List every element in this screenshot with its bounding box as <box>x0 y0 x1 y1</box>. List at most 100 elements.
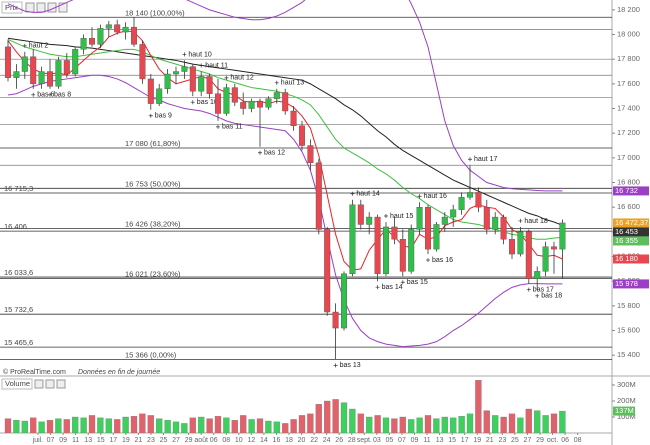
volume-bar <box>80 417 87 433</box>
x-tick-label: 07 <box>398 437 406 444</box>
note-label: bas 14 <box>382 284 403 291</box>
candle-body <box>156 88 163 104</box>
candle-body <box>189 66 196 92</box>
fibonacci-label: 15 366 (0,00%) <box>125 350 177 359</box>
price-tag-label: 16 472,37 <box>615 218 648 227</box>
note-marker <box>468 157 472 162</box>
volume-bar <box>240 415 247 433</box>
candle-body <box>30 56 37 85</box>
x-tick-label: 28 <box>348 437 356 444</box>
x-tick-label: 06 <box>561 437 569 444</box>
candle-body <box>80 38 87 50</box>
volume-tick-label: 100M <box>617 412 636 421</box>
volume-bar <box>525 408 532 433</box>
candle-body <box>13 71 20 78</box>
x-tick-label: 14 <box>260 437 268 444</box>
volume-bar <box>324 400 331 433</box>
candle-body <box>475 192 482 208</box>
price-tag-label: 16 453 <box>615 227 638 236</box>
volume-bar <box>21 420 28 433</box>
candle-body <box>198 76 205 92</box>
volume-bar <box>492 415 499 433</box>
note-marker <box>216 124 220 129</box>
note-label: bas 13 <box>340 362 361 369</box>
candle-body <box>391 226 398 240</box>
candle-body <box>341 273 348 329</box>
volume-bar <box>508 413 516 433</box>
candle-body <box>357 204 364 225</box>
volume-bar <box>265 420 272 433</box>
volume-bar <box>172 421 180 433</box>
candle-body <box>47 71 54 87</box>
x-tick-label: août <box>194 437 208 444</box>
note-marker <box>384 214 388 218</box>
price-level-label: 15 465,6 <box>4 338 33 347</box>
volume-bar <box>198 416 205 433</box>
volume-bar <box>130 416 138 433</box>
volume-bar <box>189 417 196 433</box>
fibonacci-label: 16 021 (23,60%) <box>125 270 181 279</box>
volume-bar <box>315 404 322 433</box>
volume-bar <box>559 410 566 433</box>
fibonacci-label: 18 140 (100,00%) <box>125 8 185 17</box>
price-level-label: 16 715,3 <box>4 184 33 193</box>
note-marker <box>400 280 405 285</box>
volume-bar <box>38 421 45 433</box>
candle-body <box>282 92 289 112</box>
candle-body <box>492 216 499 230</box>
x-tick-label: 12 <box>247 437 255 444</box>
note-label: bas 8 <box>54 92 71 99</box>
x-tick-label: 09 <box>59 437 67 444</box>
candle-body <box>458 197 465 210</box>
y-tick-label: 17 400 <box>617 104 640 113</box>
candle-body <box>114 24 121 33</box>
candle-body <box>214 93 221 114</box>
x-tick-label: 03 <box>373 437 381 444</box>
volume-bar <box>223 417 230 433</box>
candle-body <box>240 102 247 109</box>
volume-bar <box>105 418 112 433</box>
volume-bar <box>466 413 474 433</box>
volume-bar <box>441 416 448 433</box>
volume-bar <box>156 418 163 433</box>
volume-bar <box>97 417 104 433</box>
note-marker <box>417 194 422 199</box>
x-tick-label: 27 <box>172 437 180 444</box>
note-marker <box>199 63 204 68</box>
x-tick-label: 29 <box>185 437 193 444</box>
note-marker <box>22 43 27 48</box>
candle-body <box>534 271 541 279</box>
candle-body <box>349 204 356 275</box>
y-tick-label: 17 200 <box>617 128 640 137</box>
note-marker <box>535 293 540 298</box>
y-tick-label: 18 200 <box>617 5 640 14</box>
volume-bar <box>399 416 406 433</box>
x-tick-label: 16 <box>273 437 281 444</box>
title-box <box>1 1 23 14</box>
volume-bar <box>248 419 255 433</box>
note-marker <box>31 92 36 97</box>
note-marker <box>148 113 153 118</box>
candle-body <box>88 38 95 45</box>
candle-body <box>72 49 79 75</box>
x-tick-label: 06 <box>210 437 218 444</box>
volume-bar <box>534 410 541 433</box>
volume-title: Volume <box>5 379 30 388</box>
volume-bar <box>458 416 465 433</box>
x-tick-label: 17 <box>109 437 117 444</box>
x-tick-label: juil. <box>32 437 44 444</box>
note-label: haut 10 <box>188 51 211 58</box>
x-tick-label: 07 <box>47 437 55 444</box>
note-label: haut 18 <box>524 218 547 225</box>
y-tick-label: 17 800 <box>617 54 640 63</box>
note-label: bas 16 <box>432 257 453 264</box>
note-label: bas 6 <box>37 92 54 99</box>
volume-bar <box>450 417 457 433</box>
y-tick-label: 15 800 <box>617 301 640 310</box>
volume-bar <box>72 416 79 433</box>
volume-bar <box>433 418 440 433</box>
y-tick-label: 17 600 <box>617 79 640 88</box>
note-label: bas 15 <box>407 279 428 286</box>
note-marker <box>375 285 380 290</box>
